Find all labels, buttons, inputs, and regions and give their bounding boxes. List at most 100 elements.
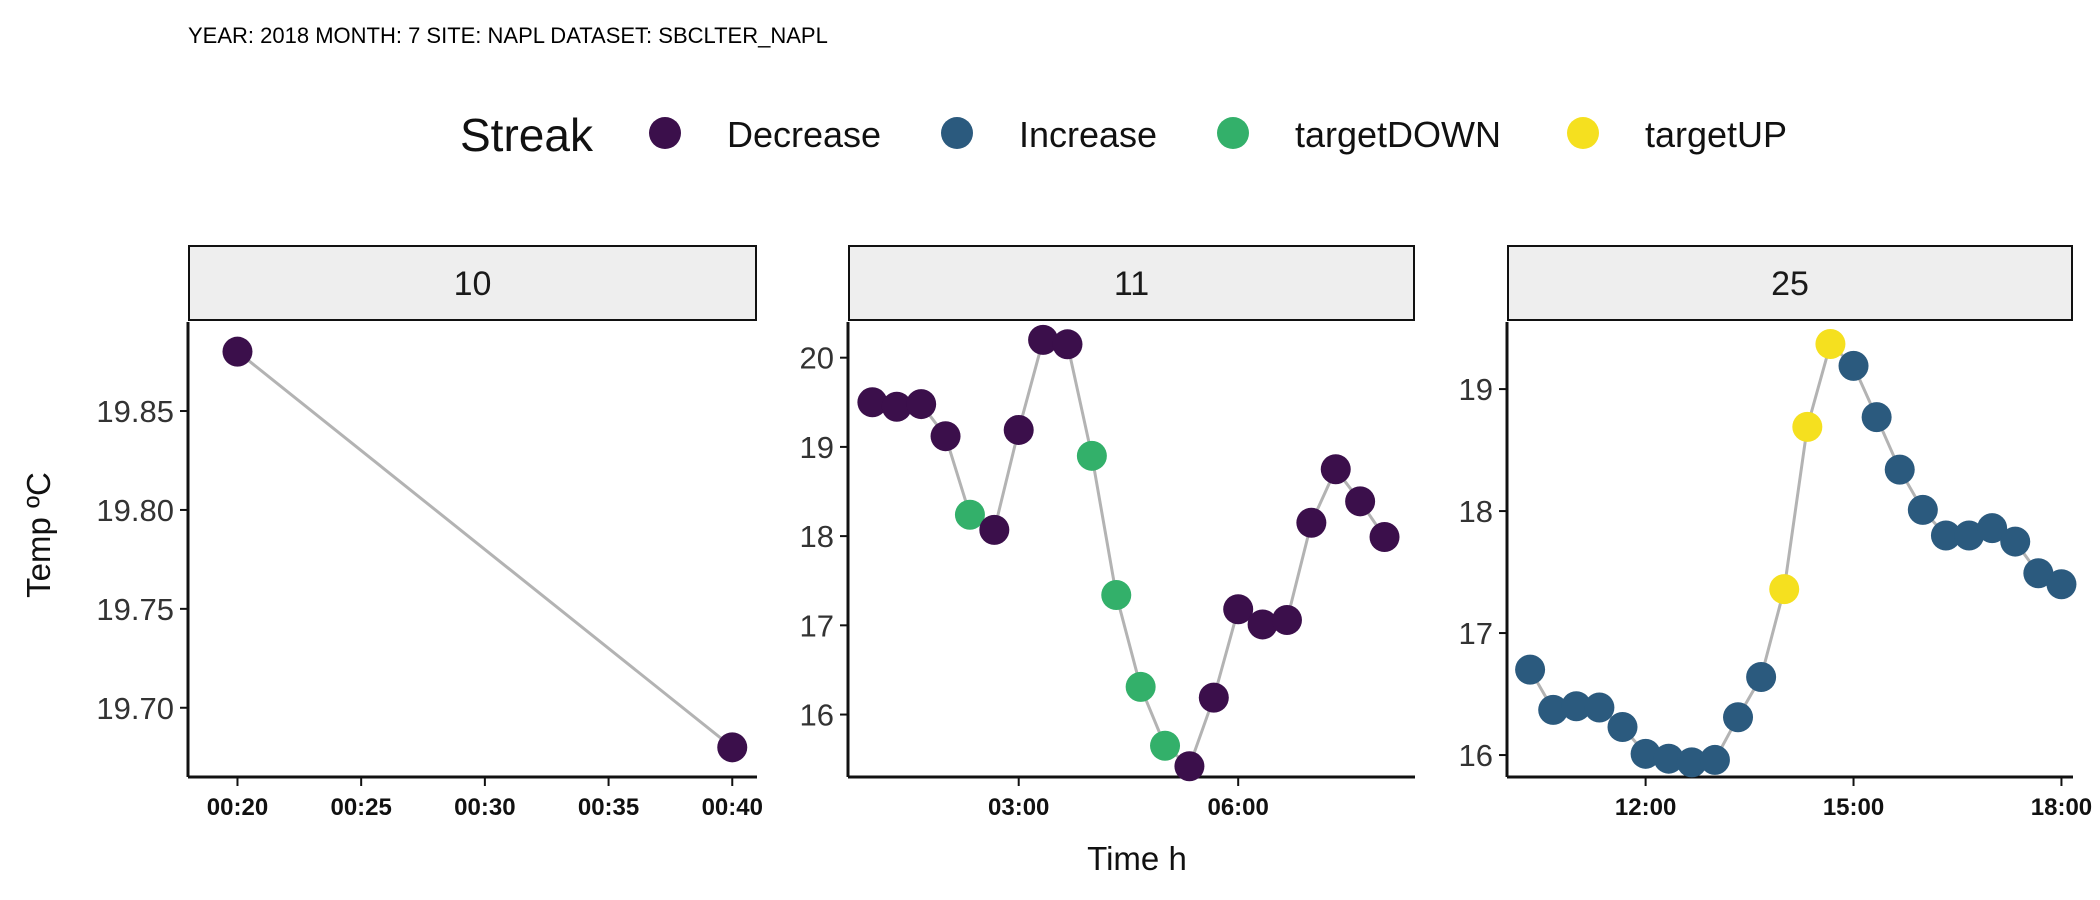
x-axis-title: Time h — [1087, 840, 1187, 877]
legend-item-decrease: Decrease — [649, 114, 881, 155]
chart-caption: YEAR: 2018 MONTH: 7 SITE: NAPL DATASET: … — [188, 23, 828, 48]
legend-label-decrease: Decrease — [727, 114, 881, 155]
data-point-increase — [1538, 694, 1569, 725]
data-point-increase — [2000, 526, 2031, 557]
data-point-decrease — [1198, 682, 1229, 713]
y-tick-label: 17 — [800, 608, 834, 643]
data-point-decrease — [1028, 324, 1059, 355]
x-tick-label: 00:30 — [454, 794, 515, 821]
facet-strip — [1507, 245, 2073, 321]
data-point-increase — [1838, 350, 1869, 381]
data-point-increase — [1746, 661, 1777, 692]
facet-strip — [848, 245, 1415, 321]
y-tick-label: 19 — [1459, 372, 1493, 407]
legend-swatch-decrease — [649, 117, 681, 149]
y-tick-label: 19.70 — [96, 691, 174, 726]
data-point-increase — [1607, 711, 1638, 742]
data-point-decrease — [1345, 486, 1376, 517]
legend-swatch-targetup — [1567, 117, 1599, 149]
y-tick-label: 17 — [1459, 616, 1493, 651]
y-tick-label: 16 — [800, 698, 834, 733]
y-tick-label: 19.75 — [96, 592, 174, 627]
data-point-decrease — [1320, 454, 1351, 485]
data-point-decrease — [1052, 329, 1083, 360]
facet-panel-10: 10 19.70 19.75 19.80 19.85 00:20 00:25 00:30 00:… — [96, 245, 763, 821]
y-tick-label: 18 — [800, 519, 834, 554]
data-point-increase — [1884, 454, 1915, 485]
data-point-increase — [1630, 738, 1661, 769]
legend-item-targetdown: targetDOWN — [1217, 114, 1501, 155]
x-tick-label: 18:00 — [2031, 794, 2092, 821]
x-tick-label: 12:00 — [1615, 794, 1676, 821]
y-tick-label: 18 — [1459, 494, 1493, 529]
data-point-decrease — [1271, 604, 1302, 635]
data-point-increase — [1723, 702, 1754, 733]
facet-panel-11: 11 16 17 18 19 20 03:00 06:00 — [800, 245, 1415, 821]
data-point-increase — [1515, 654, 1546, 685]
x-tick-label: 00:35 — [578, 794, 639, 821]
y-tick-label: 16 — [1459, 738, 1493, 773]
data-point-increase — [1977, 513, 2008, 544]
data-point-targetup — [1792, 411, 1823, 442]
data-point-increase — [1676, 747, 1707, 778]
data-point-targetdown — [954, 499, 985, 530]
data-point-targetdown — [1150, 730, 1181, 761]
legend-item-increase: Increase — [941, 114, 1157, 155]
legend-label-targetdown: targetDOWN — [1295, 114, 1501, 155]
legend-item-targetup: targetUP — [1567, 114, 1787, 155]
data-point-targetdown — [1125, 671, 1156, 702]
legend-title: Streak — [460, 109, 594, 161]
data-point-increase — [1930, 520, 1961, 551]
data-point-decrease — [930, 421, 961, 452]
x-tick-label: 00:20 — [207, 794, 268, 821]
x-tick-label: 15:00 — [1823, 794, 1884, 821]
facet-panels: 10 19.70 19.75 19.80 19.85 00:20 00:25 00:30 00:… — [96, 245, 2092, 821]
data-point-increase — [1653, 743, 1684, 774]
y-tick-label: 20 — [800, 341, 834, 376]
data-point-increase — [1561, 691, 1592, 722]
facet-strip — [188, 245, 757, 321]
data-point-decrease — [1003, 414, 1034, 445]
data-point-decrease — [1247, 609, 1278, 640]
data-point-increase — [2046, 569, 2077, 600]
data-point-targetdown — [1101, 580, 1132, 610]
legend-swatch-increase — [941, 117, 973, 149]
data-point-decrease — [906, 389, 937, 420]
facet-strip-label: 10 — [454, 265, 492, 303]
data-point-increase — [1861, 402, 1892, 433]
legend-swatch-targetdown — [1217, 117, 1249, 149]
data-point-decrease — [222, 336, 253, 367]
data-point-increase — [1699, 744, 1730, 775]
y-tick-label: 19.85 — [96, 394, 174, 429]
facet-strip-label: 25 — [1771, 265, 1809, 303]
x-tick-label: 06:00 — [1207, 794, 1268, 821]
data-point-increase — [1584, 692, 1615, 723]
data-point-decrease — [979, 514, 1010, 545]
data-point-decrease — [857, 387, 888, 418]
data-point-increase — [1954, 520, 1985, 551]
y-tick-label: 19.80 — [96, 493, 174, 528]
data-point-increase — [2023, 558, 2054, 589]
data-point-targetup — [1769, 574, 1800, 605]
data-point-increase — [1907, 494, 1938, 525]
legend-label-increase: Increase — [1019, 114, 1157, 155]
series-line — [236, 350, 734, 749]
data-point-decrease — [1174, 751, 1205, 782]
data-point-decrease — [1223, 594, 1254, 625]
data-point-decrease — [717, 732, 748, 763]
series-line — [872, 338, 1386, 769]
data-point-decrease — [1369, 522, 1400, 553]
y-tick-label: 19 — [800, 430, 834, 465]
x-tick-label: 00:25 — [330, 794, 391, 821]
legend-label-targetup: targetUP — [1645, 114, 1787, 155]
data-point-decrease — [881, 391, 912, 422]
facet-panel-25: 25 16 17 18 19 12:00 15:00 18:00 — [1459, 245, 2092, 821]
data-point-decrease — [1296, 507, 1327, 538]
y-axis-title: Temp ºC — [20, 472, 57, 598]
x-tick-label: 00:40 — [702, 794, 763, 821]
facet-strip-label: 11 — [1114, 265, 1149, 303]
data-point-targetdown — [1076, 440, 1107, 471]
x-tick-label: 03:00 — [988, 794, 1049, 821]
data-point-targetup — [1815, 328, 1846, 359]
